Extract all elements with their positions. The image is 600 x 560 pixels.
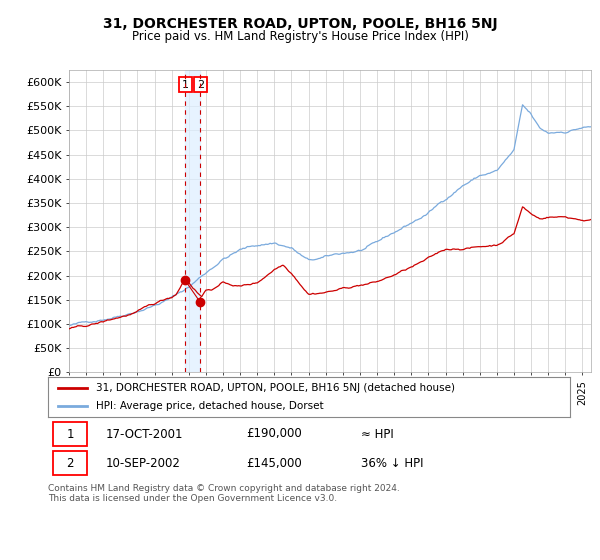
- FancyBboxPatch shape: [53, 451, 87, 475]
- Text: 31, DORCHESTER ROAD, UPTON, POOLE, BH16 5NJ: 31, DORCHESTER ROAD, UPTON, POOLE, BH16 …: [103, 16, 497, 30]
- Text: 36% ↓ HPI: 36% ↓ HPI: [361, 456, 424, 470]
- Text: 17-OCT-2001: 17-OCT-2001: [106, 427, 183, 441]
- Bar: [185, 70, 200, 372]
- Text: £145,000: £145,000: [247, 456, 302, 470]
- Text: 31, DORCHESTER ROAD, UPTON, POOLE, BH16 5NJ (detached house): 31, DORCHESTER ROAD, UPTON, POOLE, BH16 …: [96, 383, 455, 393]
- Text: 10-SEP-2002: 10-SEP-2002: [106, 456, 180, 470]
- Text: Contains HM Land Registry data © Crown copyright and database right 2024.
This d: Contains HM Land Registry data © Crown c…: [48, 484, 400, 503]
- Text: Price paid vs. HM Land Registry's House Price Index (HPI): Price paid vs. HM Land Registry's House …: [131, 30, 469, 44]
- Text: 2: 2: [67, 456, 74, 470]
- Text: 2: 2: [197, 80, 204, 90]
- Text: 1: 1: [182, 80, 189, 90]
- FancyBboxPatch shape: [53, 422, 87, 446]
- Text: 1: 1: [67, 427, 74, 441]
- Text: £190,000: £190,000: [247, 427, 302, 441]
- Text: ≈ HPI: ≈ HPI: [361, 427, 394, 441]
- Text: HPI: Average price, detached house, Dorset: HPI: Average price, detached house, Dors…: [96, 402, 323, 411]
